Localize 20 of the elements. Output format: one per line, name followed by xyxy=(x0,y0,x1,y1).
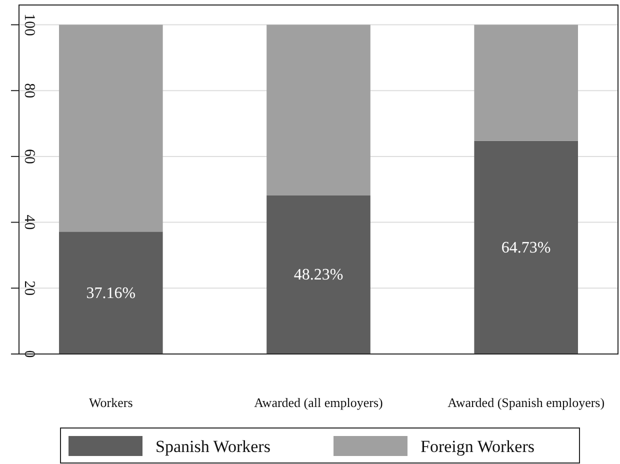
data-label: 37.16% xyxy=(86,284,136,302)
y-tick-label: 40 xyxy=(21,214,37,230)
legend-label: Spanish Workers xyxy=(156,437,270,456)
x-tick-label: Workers xyxy=(89,395,133,410)
y-tick-label: 20 xyxy=(21,280,37,296)
legend-label: Foreign Workers xyxy=(420,437,534,456)
bar xyxy=(59,232,163,354)
x-tick-label: Awarded (all employers) xyxy=(254,395,383,410)
bar xyxy=(474,140,578,354)
y-tick-label: 0 xyxy=(21,350,37,358)
bar xyxy=(266,195,370,354)
bar xyxy=(266,24,370,196)
y-tick-label: 80 xyxy=(21,83,37,98)
data-label: 48.23% xyxy=(294,266,344,284)
data-label: 64.73% xyxy=(501,239,551,256)
bar xyxy=(59,24,163,232)
y-tick-label: 100 xyxy=(21,14,37,36)
x-tick-label: Awarded (Spanish employers) xyxy=(448,395,605,410)
y-tick-label: 60 xyxy=(21,148,37,164)
bar xyxy=(474,24,578,141)
